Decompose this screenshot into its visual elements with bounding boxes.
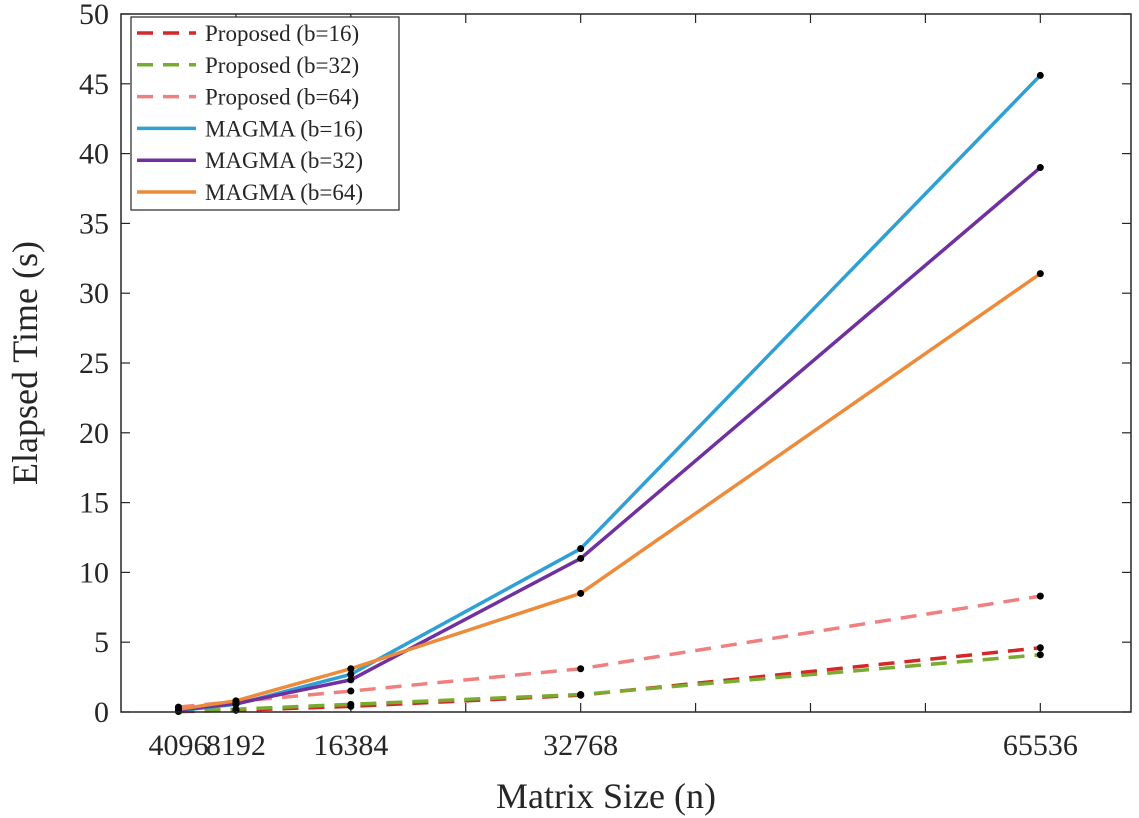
y-tick-label: 15: [79, 487, 109, 520]
data-point: [1036, 164, 1044, 172]
y-tick-label: 0: [94, 696, 109, 729]
legend-label: MAGMA (b=64): [205, 180, 363, 205]
data-point: [1036, 651, 1044, 659]
data-point: [347, 687, 355, 695]
x-tick-label: 32768: [543, 729, 618, 762]
legend-label: Proposed (b=32): [205, 53, 359, 78]
data-point: [1036, 644, 1044, 652]
y-tick-label: 35: [79, 207, 109, 240]
data-point: [1036, 270, 1044, 278]
plot-frame: [120, 13, 1132, 713]
y-tick-label: 20: [79, 417, 109, 450]
x-tick-label: 16384: [313, 729, 388, 762]
data-point: [174, 705, 182, 713]
y-tick-label: 45: [79, 68, 109, 101]
legend: Proposed (b=16) Proposed (b=32) Proposed (…: [130, 16, 400, 211]
legend-label: MAGMA (b=32): [205, 148, 363, 173]
y-tick-label: 5: [94, 626, 109, 659]
data-point: [347, 665, 355, 673]
x-axis-label: Matrix Size (n): [496, 776, 716, 816]
series-line-2: [178, 653, 1041, 714]
y-tick-label: 50: [79, 0, 109, 31]
data-point: [1036, 592, 1044, 600]
data-point: [577, 589, 585, 597]
y-axis-label: Elapsed Time (s): [5, 241, 45, 485]
data-markers: [174, 71, 1044, 716]
data-point: [1036, 71, 1044, 79]
data-point: [347, 670, 355, 678]
x-tick-label: 4096: [148, 729, 208, 762]
data-point: [232, 705, 240, 713]
data-point: [577, 665, 585, 673]
y-tick-label: 25: [79, 347, 109, 380]
data-point: [347, 676, 355, 684]
y-tick-label: 30: [79, 277, 109, 310]
legend-box: [130, 16, 400, 211]
legend-label: Proposed (b=16): [205, 21, 359, 46]
data-point: [577, 554, 585, 562]
legend-label: Proposed (b=64): [205, 85, 359, 110]
x-tick-label: 8192: [206, 729, 266, 762]
y-tick-label: 10: [79, 556, 109, 589]
data-point: [232, 697, 240, 705]
y-axis-ticks: 0 5 10 15 20 25 30 35 40 45 50: [79, 0, 1131, 729]
data-point: [347, 700, 355, 708]
data-point: [577, 691, 585, 699]
y-tick-label: 40: [79, 138, 109, 171]
x-tick-label: 65536: [1003, 729, 1078, 762]
data-point: [577, 545, 585, 553]
legend-label: MAGMA (b=16): [205, 116, 363, 141]
